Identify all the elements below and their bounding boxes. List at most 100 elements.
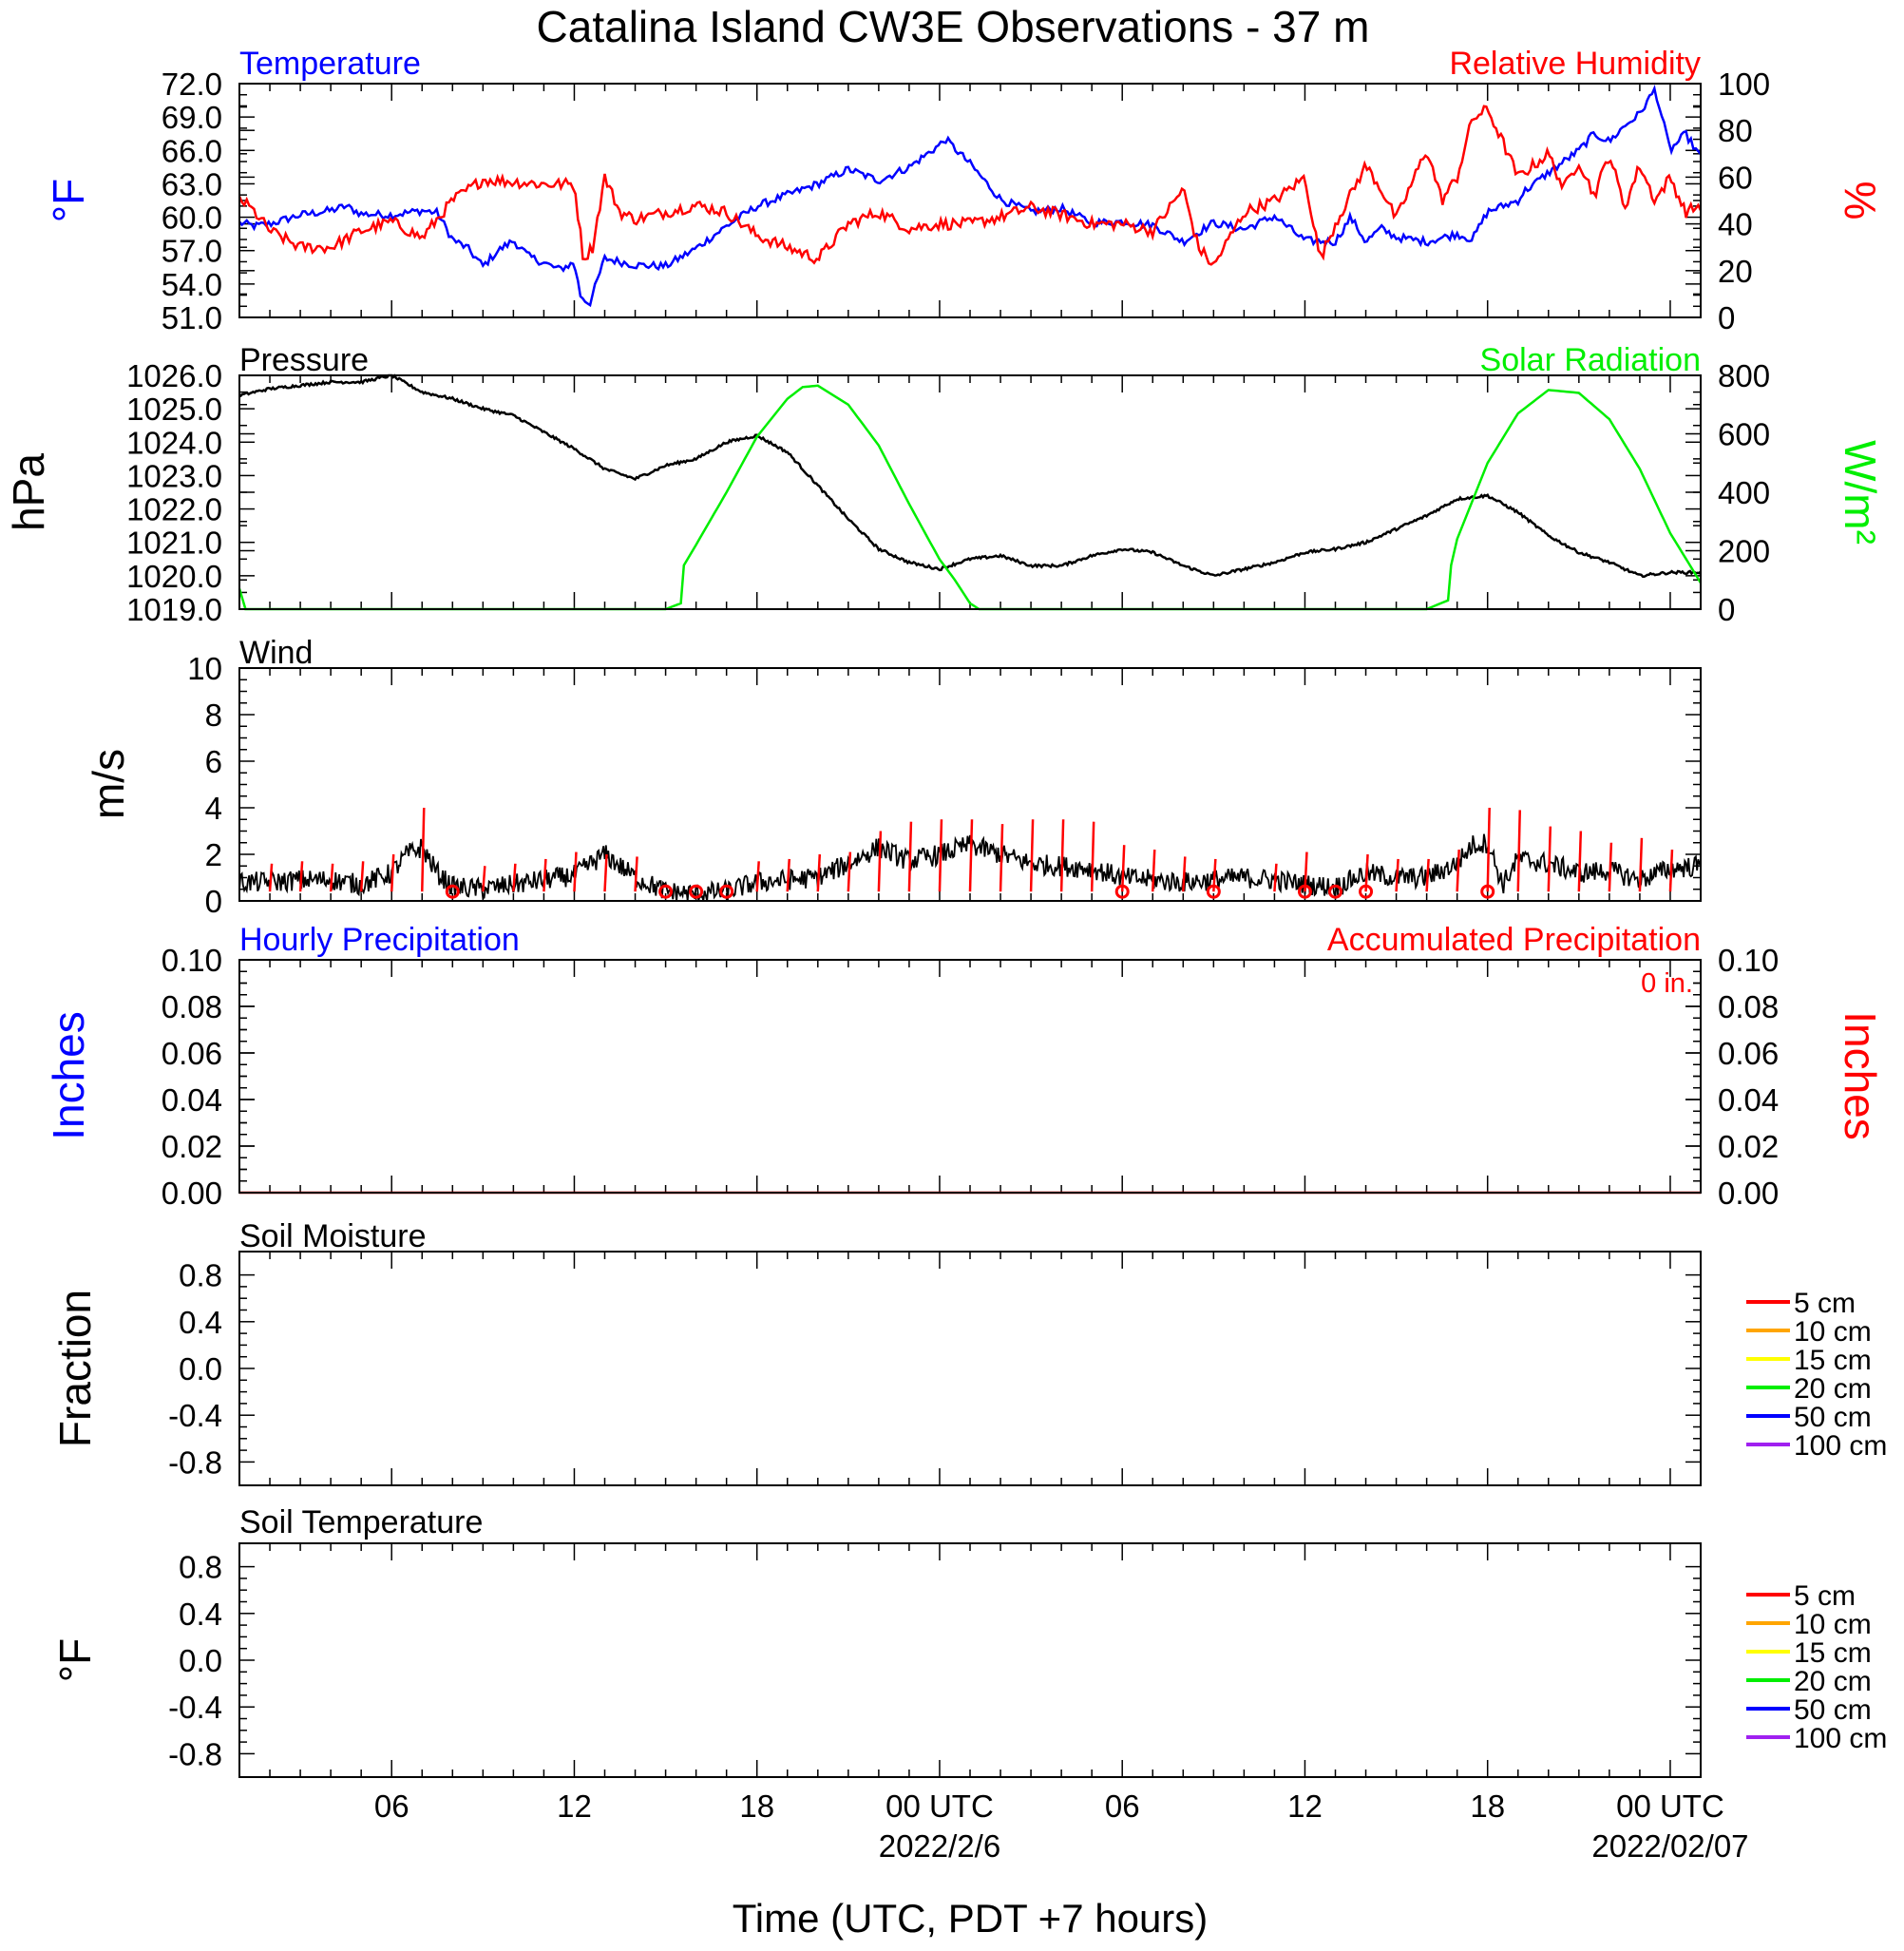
x-date-label: 2022/2/6: [879, 1828, 1000, 1864]
x-tick-label: 18: [739, 1788, 774, 1824]
right-y-tick-label: 0: [1718, 592, 1735, 627]
left-y-tick-label: 0.0: [179, 1643, 222, 1678]
legend-label: 10 cm: [1794, 1316, 1872, 1348]
legend-label: 20 cm: [1794, 1666, 1872, 1697]
pressure-ylabel: hPa: [4, 453, 53, 531]
wind-barb: [390, 853, 395, 892]
left-y-tick-label: 0.10: [162, 943, 222, 978]
left-y-tick-label: 72.0: [162, 67, 222, 102]
left-y-tick-label: 0.00: [162, 1176, 222, 1211]
wind-barb: [1182, 856, 1187, 892]
legend-label: 20 cm: [1794, 1373, 1872, 1405]
wind-barb: [1608, 842, 1613, 892]
right-y-tick-label: 400: [1718, 475, 1770, 510]
solar-ylabel: W/m²: [1836, 440, 1885, 545]
left-y-tick-label: 1025.0: [126, 392, 222, 427]
wind-barb: [1059, 819, 1065, 892]
soil-moisture-frame: [238, 1251, 1702, 1486]
legend-label: 5 cm: [1794, 1580, 1856, 1612]
left-y-tick-label: -0.8: [168, 1444, 222, 1480]
wind-barb: [1029, 819, 1035, 892]
left-y-tick-label: 0.02: [162, 1129, 222, 1164]
wind-barb: [1120, 845, 1126, 892]
left-y-tick-label: 51.0: [162, 300, 222, 335]
right-y-tick-label: 0.06: [1718, 1036, 1779, 1071]
calm-wind-marker: [689, 884, 704, 899]
soil-moisture-panel: Soil Moisture Fraction 0.8 0.4 0.0 -0.4 -0.8…: [50, 1218, 1887, 1486]
wind-barb: [816, 853, 822, 892]
right-y-tick-label: 800: [1718, 358, 1770, 393]
precip-right-ylabel: Inches: [1836, 1011, 1885, 1140]
wind-barb: [1395, 858, 1399, 892]
soil-temp-panel: Soil Temperature °F 0.8 0.4 0.0 -0.4 -0.8 5 …: [50, 1504, 1887, 1778]
wind-barb: [512, 863, 517, 892]
wind-barb: [1547, 826, 1552, 892]
soil-moisture-title: Soil Moisture: [239, 1218, 427, 1254]
wind-barb: [1273, 863, 1278, 892]
left-y-tick-label: 4: [205, 791, 222, 826]
right-y-tick-label: 0.02: [1718, 1129, 1779, 1164]
temperature-title: Temperature: [239, 46, 421, 82]
legend-label: 15 cm: [1794, 1345, 1872, 1376]
wind-barb: [268, 863, 274, 892]
precip-right-y-ticks: 0.10 0.08 0.06 0.04 0.02 0.00: [239, 943, 1779, 1211]
wind-barb: [847, 851, 852, 892]
right-y-tick-label: 0.10: [1718, 943, 1779, 978]
left-y-tick-label: 0.0: [179, 1351, 222, 1387]
wind-y-ticks: 10 8 6 4 2 0: [187, 651, 1701, 919]
left-y-tick-label: -0.8: [168, 1736, 222, 1771]
calm-wind-marker: [719, 884, 734, 899]
solar-title: Solar Radiation: [1480, 342, 1701, 378]
calm-wind-marker: [658, 884, 674, 899]
calm-wind-marker: [1480, 884, 1495, 899]
left-y-tick-label: -0.4: [168, 1690, 222, 1725]
accum-precip-title: Accumulated Precipitation: [1327, 922, 1701, 958]
wind-barb: [1090, 821, 1095, 892]
left-y-tick-label: 8: [205, 698, 222, 733]
wind-speed-line: [238, 833, 1702, 902]
wind-barb: [1425, 858, 1430, 892]
calm-wind-marker: [1328, 884, 1342, 899]
legend-label: 15 cm: [1794, 1637, 1872, 1669]
wind-barb: [298, 861, 304, 892]
x-axis-labels: 06 12 18 00 UTC 06 12 18 00 UTC 2022/2/6 2022/02/…: [374, 1788, 1749, 1864]
p6-x-ticks: [238, 1543, 1702, 1777]
left-y-tick-label: 0.8: [179, 1550, 222, 1585]
wind-barb: [329, 863, 334, 892]
right-y-tick-label: 60: [1718, 160, 1753, 195]
left-y-tick-label: 0.4: [179, 1597, 222, 1632]
right-y-tick-label: 200: [1718, 534, 1770, 569]
precip-frame: [238, 959, 1702, 1194]
x-tick-label: 06: [1105, 1788, 1140, 1824]
legend-label: 50 cm: [1794, 1694, 1872, 1726]
calm-wind-marker: [1297, 884, 1312, 899]
right-y-tick-label: 0.00: [1718, 1176, 1779, 1211]
left-y-tick-label: 6: [205, 744, 222, 779]
x-tick-label: 18: [1470, 1788, 1505, 1824]
temperature-series-line: [238, 85, 1702, 308]
wind-barb: [1152, 850, 1156, 892]
calm-wind-marker: [445, 884, 460, 899]
wind-frame: [238, 667, 1702, 902]
pressure-solar-frame: [238, 374, 1702, 610]
precip-left-ylabel: Inches: [44, 1011, 93, 1140]
soil-moisture-ylabel: Fraction: [50, 1290, 100, 1447]
wind-barb: [907, 821, 913, 892]
x-date-label: 2022/02/07: [1591, 1828, 1748, 1864]
wind-barb: [1577, 831, 1583, 892]
left-y-tick-label: 0: [205, 884, 222, 919]
solar-series-line: [238, 384, 1703, 611]
calm-wind-marker: [1206, 884, 1221, 899]
x-tick-label: 00 UTC: [885, 1788, 994, 1824]
wind-barb: [634, 856, 638, 892]
x-tick-label: 12: [1287, 1788, 1323, 1824]
right-y-tick-label: 0.04: [1718, 1082, 1779, 1118]
wind-ylabel: m/s: [84, 749, 133, 819]
left-y-tick-label: 63.0: [162, 166, 222, 201]
soil-temp-y-ticks: 0.8 0.4 0.0 -0.4 -0.8: [168, 1550, 1701, 1771]
right-y-tick-label: 80: [1718, 113, 1753, 148]
wind-barb: [877, 831, 883, 892]
